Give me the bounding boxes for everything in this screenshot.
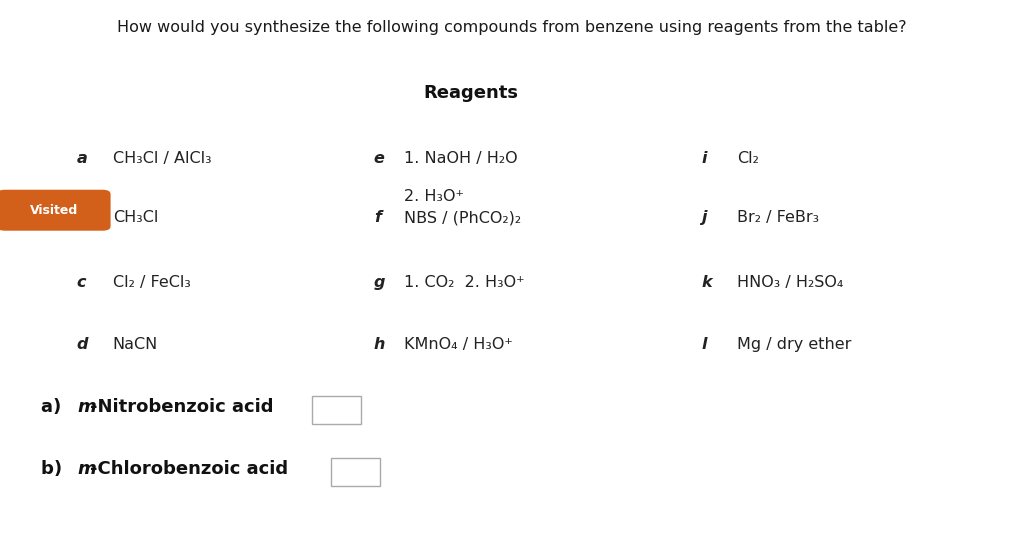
- Text: CH₃Cl / AlCl₃: CH₃Cl / AlCl₃: [113, 151, 211, 166]
- Text: 1. CO₂  2. H₃O⁺: 1. CO₂ 2. H₃O⁺: [404, 275, 525, 290]
- Text: KMnO₄ / H₃O⁺: KMnO₄ / H₃O⁺: [404, 337, 513, 352]
- Text: Br₂ / FeBr₃: Br₂ / FeBr₃: [737, 210, 819, 225]
- Text: 2. H₃O⁺: 2. H₃O⁺: [404, 189, 465, 204]
- Text: d: d: [77, 337, 88, 352]
- Text: g: g: [374, 275, 385, 290]
- Text: b: b: [77, 210, 88, 225]
- FancyBboxPatch shape: [331, 458, 380, 486]
- Text: Cl₂: Cl₂: [737, 151, 759, 166]
- Text: a: a: [77, 151, 87, 166]
- Text: Cl₂ / FeCl₃: Cl₂ / FeCl₃: [113, 275, 190, 290]
- Text: e: e: [374, 151, 385, 166]
- Text: c: c: [77, 275, 86, 290]
- Text: h: h: [374, 337, 385, 352]
- Text: How would you synthesize the following compounds from benzene using reagents fro: How would you synthesize the following c…: [117, 20, 907, 36]
- Text: b): b): [41, 460, 69, 478]
- Text: NBS / (PhCO₂)₂: NBS / (PhCO₂)₂: [404, 210, 521, 225]
- Text: HNO₃ / H₂SO₄: HNO₃ / H₂SO₄: [737, 275, 844, 290]
- Text: -Chlorobenzoic acid: -Chlorobenzoic acid: [90, 460, 288, 478]
- Text: NaCN: NaCN: [113, 337, 158, 352]
- Text: Visited: Visited: [30, 204, 78, 217]
- Text: CH₃Cl: CH₃Cl: [113, 210, 158, 225]
- Text: Mg / dry ether: Mg / dry ether: [737, 337, 852, 352]
- Text: f: f: [374, 210, 381, 225]
- Text: k: k: [701, 275, 712, 290]
- Text: j: j: [701, 210, 707, 225]
- Text: m: m: [78, 398, 96, 416]
- Text: 1. NaOH / H₂O: 1. NaOH / H₂O: [404, 151, 518, 166]
- Text: -Nitrobenzoic acid: -Nitrobenzoic acid: [90, 398, 273, 416]
- FancyBboxPatch shape: [312, 396, 361, 424]
- FancyBboxPatch shape: [0, 190, 111, 231]
- Text: a): a): [41, 398, 68, 416]
- Text: Reagents: Reagents: [424, 84, 518, 101]
- Text: l: l: [701, 337, 707, 352]
- Text: i: i: [701, 151, 707, 166]
- Text: m: m: [78, 460, 96, 478]
